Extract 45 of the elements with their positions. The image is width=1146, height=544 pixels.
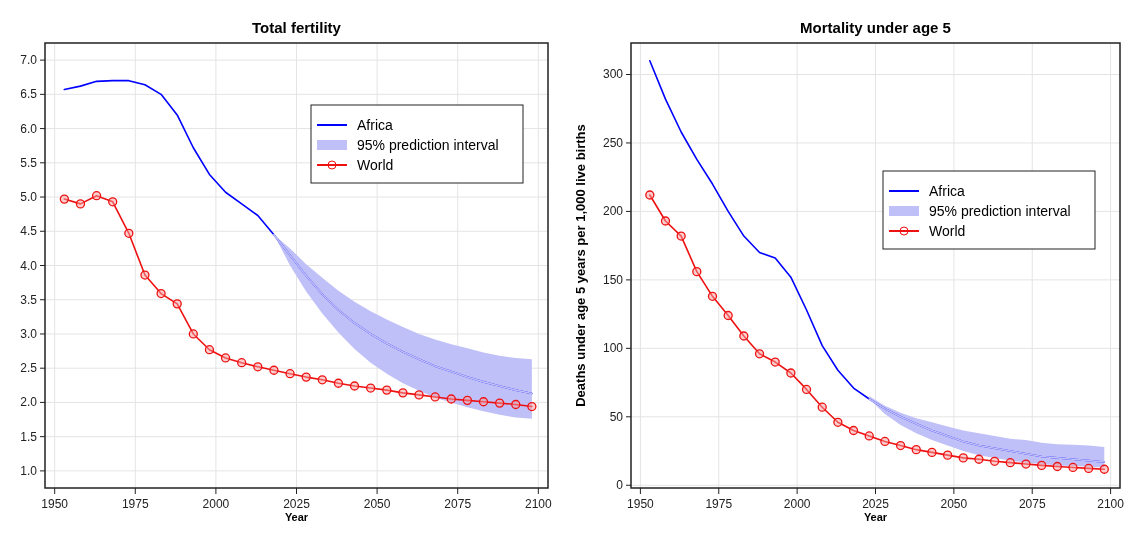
legend-label: Africa [929, 183, 965, 199]
y-tick-label: 4.5 [20, 224, 38, 239]
x-axis-title: Year [284, 511, 309, 523]
y-tick-label: 300 [602, 67, 624, 82]
y-tick-label: 4.0 [20, 258, 38, 273]
y-tick-label: 200 [602, 204, 624, 219]
y-tick-label: 5.0 [20, 190, 38, 205]
y-tick-label: 0 [616, 478, 624, 493]
y-tick-label: 100 [602, 341, 624, 356]
y-tick-label: 3.5 [20, 292, 38, 307]
y-tick-label: 6.5 [20, 87, 38, 102]
legend-label: World [929, 223, 966, 239]
y-tick-label: 7.0 [20, 53, 38, 68]
chart-title: Total fertility [252, 19, 342, 36]
x-tick-label: 1975 [705, 497, 733, 511]
x-tick-label: 1950 [627, 497, 655, 511]
x-tick-label: 2100 [524, 497, 552, 511]
y-tick-label: 5.5 [20, 155, 38, 170]
y-tick-label: 2.0 [20, 395, 38, 410]
x-tick-label: 2025 [283, 497, 311, 511]
x-tick-label: 2075 [1018, 497, 1046, 511]
y-tick-label: 2.5 [20, 361, 38, 376]
y-tick-label: 6.0 [20, 121, 38, 136]
x-tick-label: 2050 [940, 497, 968, 511]
y-tick-label: 150 [602, 272, 624, 287]
x-axis-title: Year [863, 511, 888, 523]
chart-title: Mortality under age 5 [800, 19, 951, 36]
legend-label: 95% prediction interval [929, 203, 1071, 219]
x-tick-label: 2025 [862, 497, 890, 511]
x-tick-label: 2075 [444, 497, 472, 511]
y-tick-label: 50 [609, 409, 624, 424]
x-tick-label: 2000 [783, 497, 811, 511]
y-tick-label: 1.5 [20, 429, 38, 444]
x-tick-label: 1975 [121, 497, 149, 511]
y-axis-title: Deaths under age 5 years per 1,000 live births [573, 124, 588, 407]
legend-label: 95% prediction interval [357, 137, 499, 153]
legend-label: World [357, 157, 394, 173]
y-tick-label: 250 [602, 135, 624, 150]
y-tick-label: 1.0 [20, 463, 38, 478]
legend-label: Africa [357, 117, 393, 133]
x-tick-label: 2000 [202, 497, 230, 511]
x-tick-label: 2100 [1097, 497, 1125, 511]
x-tick-label: 1950 [41, 497, 69, 511]
x-tick-label: 2050 [363, 497, 391, 511]
y-tick-label: 3.0 [20, 326, 38, 341]
